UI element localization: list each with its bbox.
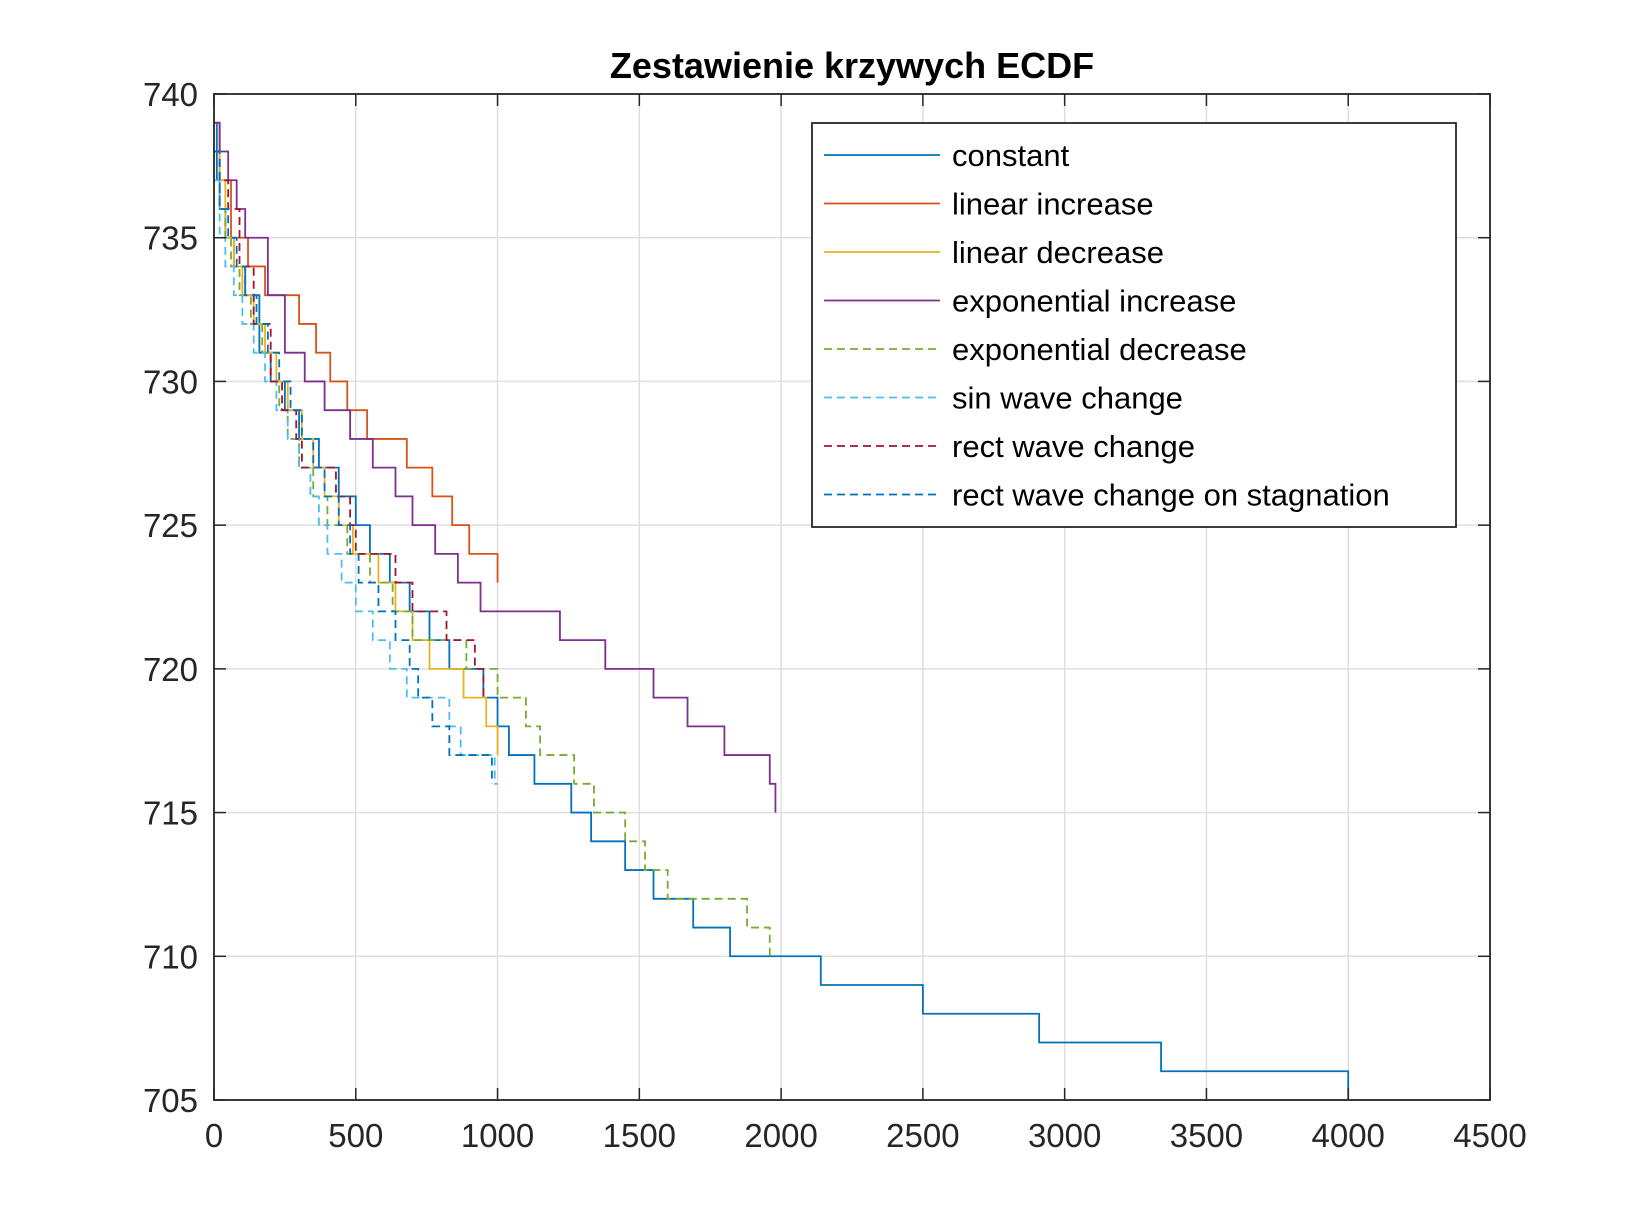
legend-label: exponential increase	[952, 284, 1236, 319]
y-tick-label: 705	[143, 1082, 198, 1119]
x-tick-label: 1500	[603, 1117, 676, 1154]
axes: 0 500 1000 1500 2000 2500 3000 3500 4000 4500 705 7…	[143, 76, 1527, 1154]
y-tick-label: 725	[143, 507, 198, 544]
series-line-rect-wave-change-on-stagnation	[214, 150, 493, 784]
legend: constant linear increase linear decrease ex…	[811, 122, 1457, 528]
x-tick-label: 4000	[1312, 1117, 1385, 1154]
series-line-linear-decrease	[214, 121, 499, 756]
series-line-exponential-decrease	[214, 150, 771, 957]
series-line-sin-wave-change	[214, 179, 498, 785]
legend-label: linear decrease	[952, 235, 1164, 270]
x-tick-label: 500	[328, 1117, 383, 1154]
legend-label: exponential decrease	[952, 332, 1247, 367]
y-tick-label: 740	[143, 76, 198, 113]
y-tick-label: 715	[143, 795, 198, 832]
axes-box	[213, 93, 1491, 1101]
x-tick-label: 1000	[461, 1117, 534, 1154]
y-tick-label: 735	[143, 220, 198, 257]
legend-label: linear increase	[952, 187, 1154, 222]
y-tick-label: 720	[143, 651, 198, 688]
series-line-exponential-increase	[214, 121, 777, 813]
x-tick-label: 2000	[744, 1117, 817, 1154]
x-tick-label: 3000	[1028, 1117, 1101, 1154]
legend-label: rect wave change	[952, 429, 1195, 464]
y-tick-label: 710	[143, 938, 198, 975]
y-tick-label: 730	[143, 363, 198, 400]
x-tick-label: 3500	[1170, 1117, 1243, 1154]
series-line-linear-increase	[214, 121, 499, 583]
legend-label: constant	[952, 138, 1070, 173]
x-tick-label: 0	[205, 1117, 223, 1154]
series-layer	[214, 121, 1350, 1100]
legend-box	[811, 122, 1457, 528]
legend-label: sin wave change	[952, 381, 1183, 416]
chart-title: Zestawienie krzywych ECDF	[610, 45, 1094, 86]
x-tick-label: 4500	[1453, 1117, 1526, 1154]
legend-label: rect wave change on stagnation	[952, 478, 1390, 513]
x-tick-label: 2500	[886, 1117, 959, 1154]
